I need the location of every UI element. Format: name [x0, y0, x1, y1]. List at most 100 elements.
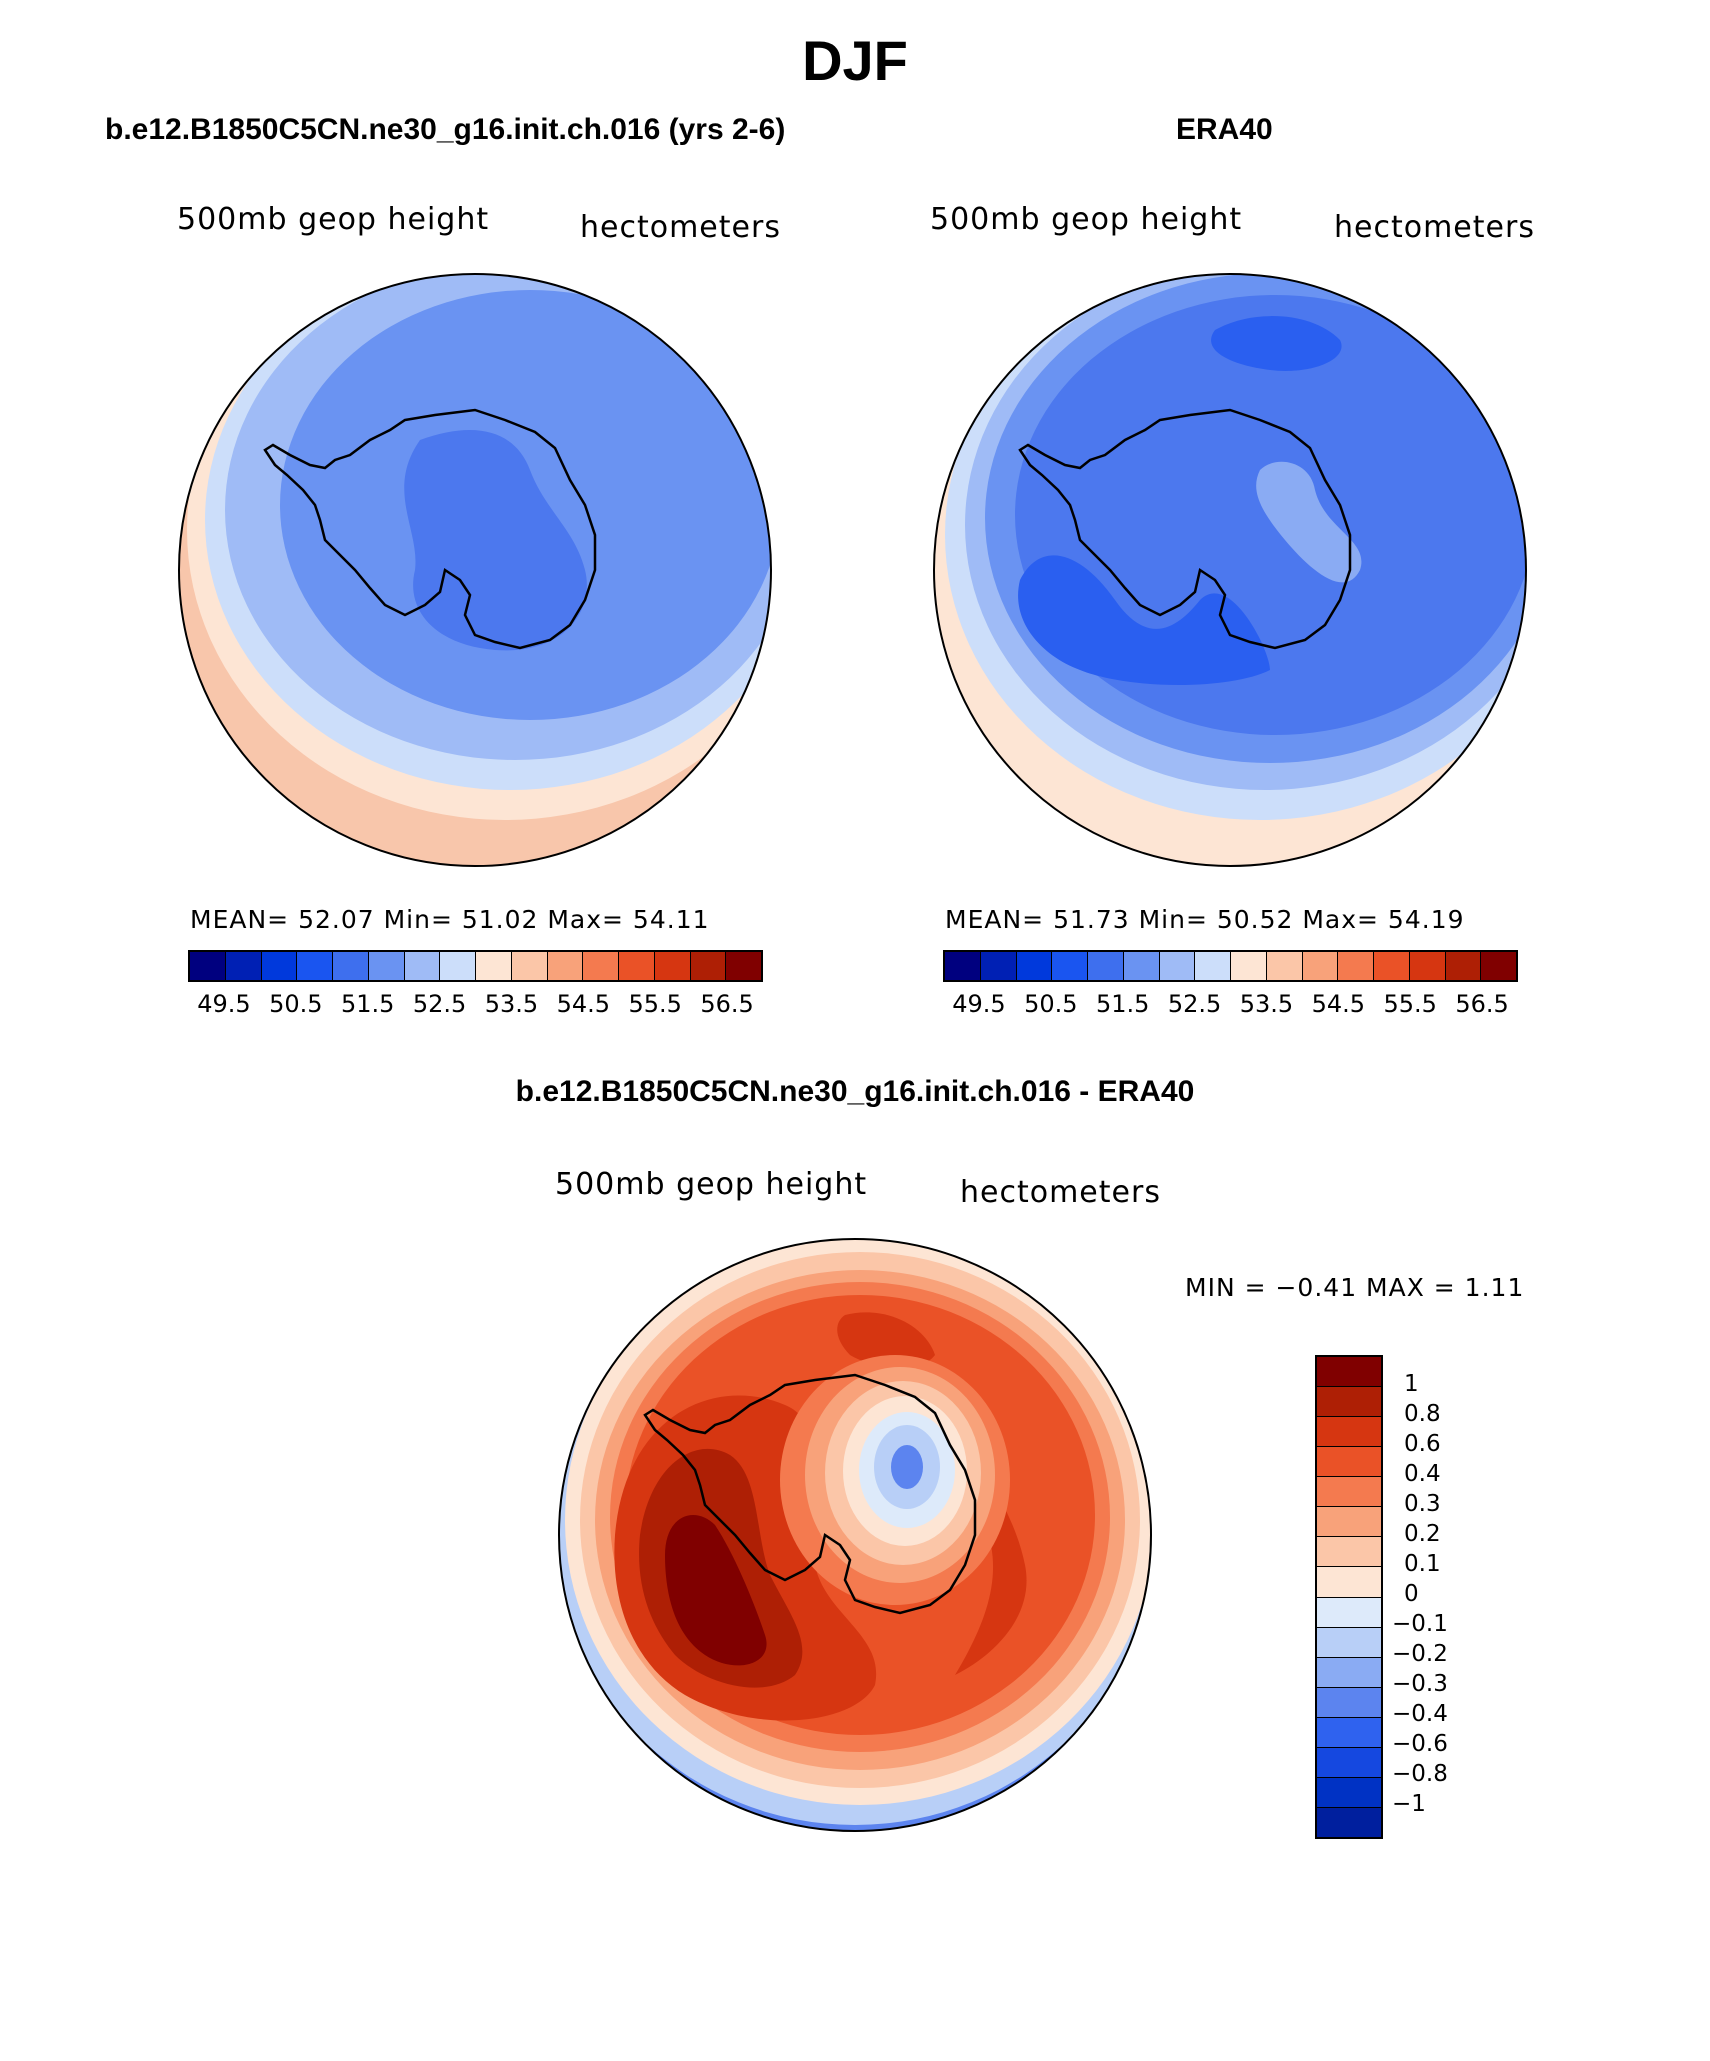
- obs-colorbar: [943, 950, 1518, 982]
- model-colorbar-cell: [690, 952, 727, 980]
- obs-colorbar-cell: [1159, 952, 1196, 980]
- model-colorbar-cell: [190, 952, 226, 980]
- diff-colorbar-label: 0: [1404, 1581, 1419, 1607]
- obs-colorbar-cell: [1195, 952, 1231, 980]
- obs-colorbar-ticks: 49.5 50.5 51.5 52.5 53.5 54.5 55.5 56.5: [943, 990, 1518, 1020]
- main-title: DJF: [802, 29, 908, 92]
- diff-colorbar-cell: [1317, 1807, 1381, 1837]
- obs-colorbar-tick-label: 53.5: [1239, 990, 1294, 1018]
- obs-colorbar-cell: [1481, 952, 1516, 980]
- model-colorbar-cell: [547, 952, 584, 980]
- diff-colorbar-cell: [1317, 1717, 1381, 1748]
- model-field-label: 500mb geop height: [177, 202, 490, 237]
- diff-colorbar-label: 0.3: [1404, 1491, 1441, 1517]
- diff-stats: MIN = −0.41 MAX = 1.11: [1185, 1273, 1525, 1302]
- obs-colorbar-cell: [1231, 952, 1267, 980]
- obs-colorbar-tick-label: 49.5: [952, 990, 1006, 1018]
- diff-colorbar-label: −0.6: [1392, 1731, 1448, 1757]
- obs-colorbar-cell: [1445, 952, 1482, 980]
- obs-colorbar-cell: [1052, 952, 1088, 980]
- diff-field-label: 500mb geop height: [555, 1167, 868, 1202]
- diff-colorbar-label: 0.2: [1404, 1521, 1441, 1547]
- obs-colorbar-tick-label: 50.5: [1024, 990, 1078, 1018]
- model-colorbar-cell: [476, 952, 512, 980]
- diff-panel-title: b.e12.B1850C5CN.ne30_g16.init.ch.016 - E…: [515, 1075, 1195, 1108]
- diff-colorbar-label: −0.8: [1392, 1761, 1448, 1787]
- obs-field-label: 500mb geop height: [930, 202, 1243, 237]
- diff-colorbar-cell: [1317, 1597, 1381, 1628]
- diff-colorbar-cell: [1317, 1657, 1381, 1688]
- diff-units-label: hectometers: [960, 1175, 1161, 1210]
- model-colorbar-cell: [297, 952, 333, 980]
- diff-colorbar-cell: [1317, 1687, 1381, 1718]
- model-colorbar: [188, 950, 763, 982]
- diff-colorbar-label: 0.4: [1404, 1461, 1441, 1487]
- model-colorbar-cell: [654, 952, 691, 980]
- model-colorbar-cell: [404, 952, 441, 980]
- obs-colorbar-cell: [1409, 952, 1446, 980]
- obs-panel-title: ERA40: [1176, 113, 1273, 146]
- obs-colorbar-cell: [945, 952, 981, 980]
- obs-colorbar-cell: [1088, 952, 1124, 980]
- obs-colorbar-cell: [1123, 952, 1160, 980]
- diff-colorbar-label: −0.3: [1392, 1671, 1448, 1697]
- obs-colorbar-tick-label: 54.5: [1311, 990, 1366, 1018]
- model-colorbar-tick-label: 50.5: [269, 990, 323, 1018]
- diff-colorbar-cell: [1317, 1387, 1381, 1418]
- diff-colorbar-cell: [1317, 1747, 1381, 1778]
- obs-units-label: hectometers: [1334, 210, 1535, 245]
- diff-colorbar-labels: 1 0.8 0.6 0.4 0.3 0.2 0.1 0 −0.1 −0.2 −0.3 −0.4 −0.6…: [1392, 1355, 1492, 1835]
- model-colorbar-cell: [333, 952, 369, 980]
- diff-colorbar-label: 0.1: [1404, 1551, 1441, 1577]
- model-colorbar-tick-label: 52.5: [412, 990, 467, 1018]
- obs-antarctica-coastline: [1018, 408, 1352, 650]
- obs-colorbar-cell: [980, 952, 1017, 980]
- diff-colorbar-label: −1: [1392, 1791, 1426, 1817]
- model-polar-map: [178, 273, 772, 867]
- model-colorbar-cell: [511, 952, 548, 980]
- diff-colorbar-cell: [1317, 1777, 1381, 1808]
- obs-colorbar-cell: [1374, 952, 1410, 980]
- obs-polar-map: [933, 273, 1527, 867]
- diff-colorbar-cell: [1317, 1627, 1381, 1658]
- diff-colorbar-label: 0.6: [1404, 1431, 1441, 1457]
- model-colorbar-cell: [440, 952, 476, 980]
- obs-colorbar-cell: [1338, 952, 1374, 980]
- diff-polar-map: [558, 1238, 1152, 1832]
- diff-colorbar: [1315, 1355, 1383, 1839]
- obs-colorbar-tick-label: 51.5: [1095, 990, 1150, 1018]
- diff-colorbar-label: −0.4: [1392, 1701, 1448, 1727]
- diff-colorbar-cell: [1317, 1567, 1381, 1598]
- obs-colorbar-tick-label: 52.5: [1167, 990, 1222, 1018]
- model-colorbar-tick-label: 56.5: [700, 990, 754, 1018]
- model-colorbar-tick-label: 53.5: [484, 990, 539, 1018]
- model-colorbar-cell: [225, 952, 262, 980]
- obs-colorbar-tick-label: 56.5: [1455, 990, 1509, 1018]
- model-antarctica-coastline: [263, 408, 597, 650]
- model-colorbar-tick-label: 55.5: [628, 990, 682, 1018]
- diff-colorbar-cell: [1317, 1417, 1381, 1448]
- diff-antarctica-coastline: [643, 1373, 977, 1615]
- model-colorbar-cell: [726, 952, 761, 980]
- model-colorbar-cell: [368, 952, 405, 980]
- diff-colorbar-label: −0.1: [1392, 1611, 1448, 1637]
- obs-colorbar-tick-label: 55.5: [1383, 990, 1437, 1018]
- model-colorbar-cell: [261, 952, 298, 980]
- obs-colorbar-cell: [1302, 952, 1339, 980]
- model-units-label: hectometers: [580, 210, 781, 245]
- obs-colorbar-cell: [1266, 952, 1303, 980]
- diff-colorbar-label: 1: [1404, 1371, 1419, 1397]
- model-colorbar-cell: [619, 952, 655, 980]
- model-colorbar-cell: [583, 952, 619, 980]
- model-colorbar-ticks: 49.5 50.5 51.5 52.5 53.5 54.5 55.5 56.5: [188, 990, 763, 1020]
- diff-colorbar-cell: [1317, 1477, 1381, 1508]
- diff-colorbar-label: 0.8: [1404, 1401, 1441, 1427]
- diff-colorbar-cell: [1317, 1357, 1381, 1388]
- model-colorbar-tick-label: 51.5: [340, 990, 395, 1018]
- model-stats: MEAN= 52.07 Min= 51.02 Max= 54.11: [190, 905, 710, 934]
- model-colorbar-tick-label: 49.5: [197, 990, 251, 1018]
- obs-stats: MEAN= 51.73 Min= 50.52 Max= 54.19: [945, 905, 1465, 934]
- diff-colorbar-label: −0.2: [1392, 1641, 1448, 1667]
- diff-colorbar-cell: [1317, 1447, 1381, 1478]
- obs-colorbar-cell: [1016, 952, 1053, 980]
